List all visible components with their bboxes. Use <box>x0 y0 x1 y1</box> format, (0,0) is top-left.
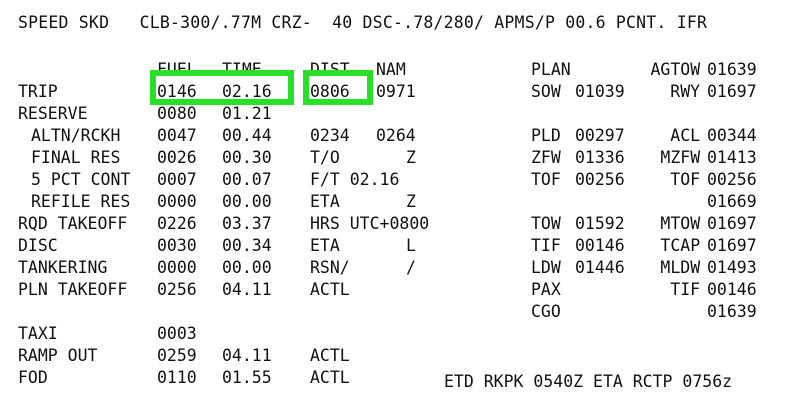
weights-value-right: 01669 <box>707 192 757 211</box>
fuel-row-time: 02.16 <box>222 82 272 101</box>
schedule-etd-eta-line: ETD RKPK 0540Z ETA RCTP 0756z <box>444 372 733 391</box>
fuel-row-time: 00.30 <box>222 148 272 167</box>
fuel-row-dist: F/T 02.16 <box>310 170 400 189</box>
column-header-nam: NAM <box>376 60 406 79</box>
fuel-row-fuel: 0110 <box>157 368 197 387</box>
fuel-row-dist: ACTL <box>310 368 350 387</box>
column-header-fuel: FUEL <box>157 60 197 79</box>
fuel-row-label: RESERVE <box>18 104 88 123</box>
fuel-row-label: TRIP <box>18 82 58 101</box>
fuel-row-nam: Z <box>406 192 416 211</box>
fuel-row-time: 00.44 <box>222 126 272 145</box>
fuel-row-nam: 0264 <box>376 126 416 145</box>
fuel-row-nam: L <box>406 236 416 255</box>
fuel-row-fuel: 0030 <box>157 236 197 255</box>
weights-key-left: PLAN <box>531 60 571 79</box>
fuel-row-fuel: 0226 <box>157 214 197 233</box>
weights-value-left: 00297 <box>575 126 625 145</box>
weights-key-right: MLDW <box>660 258 701 277</box>
weights-key-right: TOF <box>670 170 701 189</box>
fuel-row-time: 01.21 <box>222 104 272 123</box>
weights-key-left: TOF <box>531 170 561 189</box>
fuel-row-time: 03.37 <box>222 214 272 233</box>
fuel-row-fuel: 0259 <box>157 346 197 365</box>
fuel-row-dist: T/O <box>310 148 340 167</box>
fuel-row-time: 00.07 <box>222 170 272 189</box>
weights-key-left: TOW <box>531 214 561 233</box>
weights-value-left: 01039 <box>575 82 625 101</box>
weights-value-right: 00146 <box>707 280 757 299</box>
fuel-row-time: 00.00 <box>222 192 272 211</box>
fuel-row-dist: ACTL <box>310 346 350 365</box>
weights-key-right: MZFW <box>660 148 701 167</box>
weights-key-left: PLD <box>531 126 561 145</box>
weights-value-left: 01336 <box>575 148 625 167</box>
weights-key-right: MTOW <box>660 214 701 233</box>
fuel-row-fuel: 0000 <box>157 192 197 211</box>
fuel-row-label: REFILE RES <box>31 192 131 211</box>
column-header-time: TIME <box>222 60 262 79</box>
weights-value-right: 01413 <box>707 148 757 167</box>
fuel-row-label: FINAL RES <box>31 148 121 167</box>
fuel-row-label: ALTN/RCKH <box>31 126 121 145</box>
fuel-row-fuel: 0026 <box>157 148 197 167</box>
weights-key-right: TCAP <box>660 236 701 255</box>
fuel-row-label: RAMP OUT <box>18 346 98 365</box>
weights-value-left: 00146 <box>575 236 625 255</box>
fuel-row-fuel: 0146 <box>157 82 197 101</box>
weights-key-left: CGO <box>531 302 561 321</box>
fuel-row-label: TAXI <box>18 324 58 343</box>
fuel-row-fuel: 0000 <box>157 258 197 277</box>
speed-schedule-line: SPEED SKD CLB-300/.77M CRZ- 40 DSC-.78/2… <box>18 13 708 32</box>
weights-key-right: TIF <box>670 280 701 299</box>
fuel-row-fuel: 0256 <box>157 280 197 299</box>
fuel-row-nam: 0971 <box>376 82 416 101</box>
fuel-row-label: FOD <box>18 368 48 387</box>
fuel-row-nam: Z <box>406 148 416 167</box>
weights-key-left: LDW <box>531 258 561 277</box>
weights-value-left: 01592 <box>575 214 625 233</box>
fuel-row-label: TANKERING <box>18 258 108 277</box>
column-header-dist: DIST <box>310 60 350 79</box>
fuel-row-dist: ETA <box>310 192 340 211</box>
fuel-row-fuel: 0007 <box>157 170 197 189</box>
fuel-row-label: PLN TAKEOFF <box>18 280 128 299</box>
weights-key-left: TIF <box>531 236 561 255</box>
fuel-row-fuel: 0047 <box>157 126 197 145</box>
fuel-row-nam: / <box>406 258 416 277</box>
weights-value-right: 01697 <box>707 236 757 255</box>
fuel-row-time: 04.11 <box>222 280 272 299</box>
fuel-row-fuel: 0080 <box>157 104 197 123</box>
fuel-row-time: 01.55 <box>222 368 272 387</box>
fuel-row-dist: 0234 <box>310 126 350 145</box>
fuel-row-label: RQD TAKEOFF <box>18 214 128 233</box>
weights-value-right: 01493 <box>707 258 757 277</box>
fuel-row-time: 00.00 <box>222 258 272 277</box>
fuel-row-dist: ACTL <box>310 280 350 299</box>
weights-value-right: 01697 <box>707 82 757 101</box>
weights-value-right: 01639 <box>707 60 757 79</box>
fuel-row-time: 04.11 <box>222 346 272 365</box>
fuel-row-time: 00.34 <box>222 236 272 255</box>
fuel-row-dist: HRS UTC+0800 <box>310 214 430 233</box>
weights-key-left: PAX <box>531 280 561 299</box>
fuel-row-label: 5 PCT CONT <box>31 170 131 189</box>
weights-key-right: ACL <box>670 126 701 145</box>
weights-value-left: 00256 <box>575 170 625 189</box>
fuel-row-label: DISC <box>18 236 58 255</box>
weights-value-right: 00344 <box>707 126 757 145</box>
weights-value-right: 01697 <box>707 214 757 233</box>
weights-value-left: 01446 <box>575 258 625 277</box>
weights-key-left: SOW <box>531 82 561 101</box>
weights-key-left: ZFW <box>531 148 561 167</box>
fuel-row-dist: 0806 <box>310 82 350 101</box>
weights-key-right: AGTOW <box>650 60 701 79</box>
weights-value-right: 01639 <box>707 302 757 321</box>
fuel-row-dist: RSN/ <box>310 258 350 277</box>
fuel-row-fuel: 0003 <box>157 324 197 343</box>
weights-value-right: 00256 <box>707 170 757 189</box>
fuel-row-dist: ETA <box>310 236 340 255</box>
weights-key-right: RWY <box>670 82 701 101</box>
